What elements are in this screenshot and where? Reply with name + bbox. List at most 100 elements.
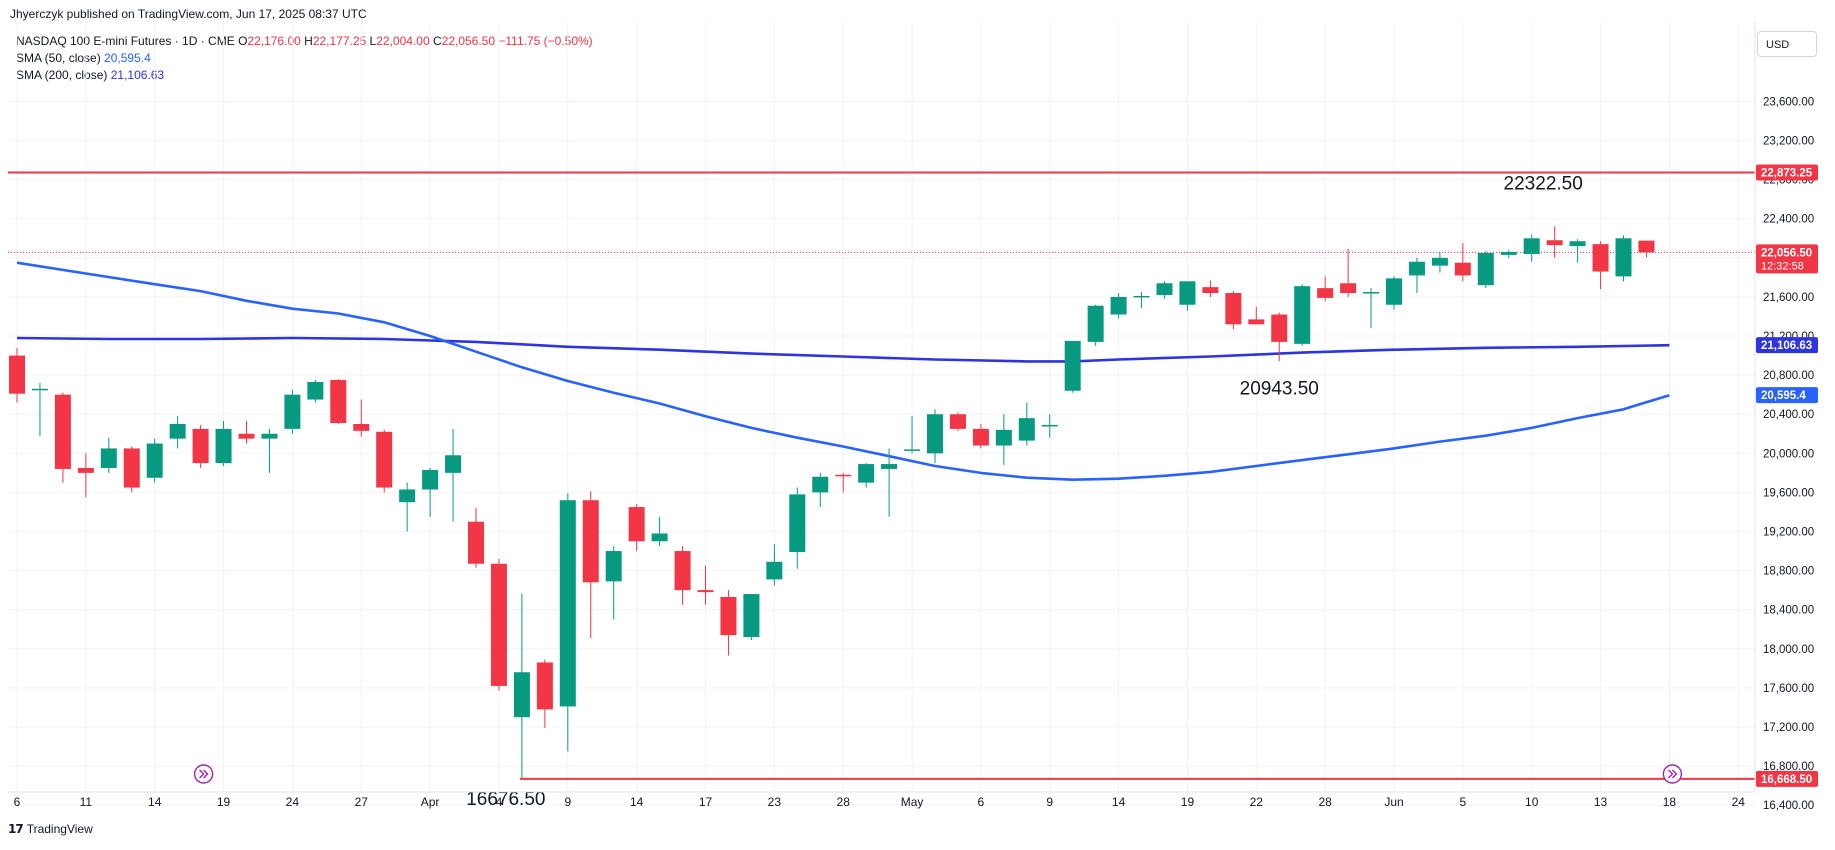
candle [513, 594, 530, 779]
y-tick-label: 22,400.00 [1763, 214, 1814, 226]
candle [1523, 234, 1540, 262]
candle-body [1523, 238, 1540, 254]
candle-body [1408, 261, 1425, 276]
candle-body [100, 448, 117, 468]
candle-body [858, 464, 875, 483]
candle-body [31, 388, 48, 391]
candle [169, 416, 186, 449]
footer-brand[interactable]: 𝟭𝟳 TradingView [8, 822, 93, 836]
candle-body [1340, 283, 1357, 294]
x-tick-label: 27 [355, 795, 369, 809]
y-tick-label: 17,200.00 [1763, 722, 1814, 734]
candle-body [1133, 295, 1150, 298]
candle [1225, 291, 1242, 330]
candle [353, 399, 370, 437]
x-tick-label: 17 [699, 795, 713, 809]
candle-body [972, 428, 989, 446]
candle-body [353, 423, 370, 431]
y-tick-label: 16,800.00 [1763, 761, 1814, 773]
event-marker-arrow [199, 769, 209, 779]
x-tick-label: 9 [564, 795, 571, 809]
candle [490, 558, 507, 691]
candle-body [1087, 305, 1104, 342]
event-marker-icon[interactable] [1662, 764, 1683, 784]
candle [949, 412, 966, 431]
currency-selector[interactable]: USD [1757, 31, 1817, 57]
brand-name: TradingView [26, 822, 93, 836]
candle [54, 392, 71, 483]
price-axis: 23,600.0023,200.0022,800.0022,400.0022,0… [1754, 22, 1814, 812]
candle-body [1386, 278, 1402, 305]
candle [1317, 276, 1334, 301]
candle [238, 421, 255, 444]
candle-body [1225, 293, 1242, 325]
y-tick-label: 20,000.00 [1763, 448, 1814, 460]
price-tag-bg [1756, 337, 1818, 354]
sma50-value: 20,595.4 [104, 51, 151, 65]
candle [1110, 293, 1127, 319]
candle [835, 472, 852, 493]
x-tick-label: 14 [630, 795, 644, 809]
candle-body [559, 500, 576, 707]
candle-body [628, 507, 645, 542]
candle [1431, 251, 1448, 273]
candle-body [1064, 340, 1081, 391]
candle-body [261, 433, 278, 439]
candle [1500, 250, 1517, 258]
candle [261, 428, 278, 473]
candle [468, 508, 484, 568]
instrument-name[interactable]: NASDAQ 100 E-mini Futures · 1D · CME [16, 34, 235, 48]
candle-body [1638, 240, 1655, 253]
candle-body [490, 563, 507, 686]
candle-body [376, 431, 393, 488]
x-tick-label: 28 [837, 795, 851, 809]
x-tick-label: 19 [217, 795, 231, 809]
candle-body [238, 433, 255, 439]
candle-body [307, 381, 324, 400]
candle-body [835, 474, 852, 477]
candle-body [513, 672, 530, 718]
x-tick-label: 9 [1046, 795, 1053, 809]
x-tick-label: 14 [148, 795, 162, 809]
candle [927, 409, 943, 464]
y-tick-label: 23,600.00 [1763, 96, 1814, 108]
x-tick-label: 24 [1732, 795, 1746, 809]
candle-body [927, 414, 943, 454]
sma50-row[interactable]: SMA (50, close) 20,595.4 [16, 50, 593, 67]
candle-body [330, 380, 347, 424]
sma200-row[interactable]: SMA (200, close) 21,106.63 [16, 67, 593, 84]
candle [77, 453, 94, 498]
candle [628, 504, 645, 552]
candle [215, 421, 232, 467]
candle [1615, 235, 1632, 282]
candle [881, 448, 898, 517]
candle [146, 438, 163, 483]
price-tag: 22,873.25 [1756, 164, 1818, 181]
candle [9, 347, 25, 403]
x-tick-label: 24 [286, 795, 300, 809]
candle [1386, 276, 1402, 310]
candle [559, 493, 576, 752]
candle-body [1317, 288, 1334, 298]
candle-body [123, 448, 140, 488]
candle [284, 389, 301, 434]
candle [766, 544, 783, 586]
candle-body [284, 394, 301, 429]
candle [1363, 288, 1380, 329]
candle [1546, 226, 1563, 258]
event-marker-icon[interactable] [193, 764, 214, 784]
candle [536, 659, 553, 728]
candle [582, 491, 599, 639]
candle-body [697, 590, 714, 593]
candle-body [1569, 241, 1586, 247]
candle-body [1248, 319, 1265, 325]
candle [1454, 243, 1471, 282]
x-tick-label: 18 [1663, 795, 1677, 809]
tradingview-logo-icon: 𝟭𝟳 [8, 822, 24, 836]
candle-body [146, 443, 163, 478]
x-tick-label: 11 [80, 795, 93, 809]
sma200-line [16, 336, 1670, 363]
candle-body [766, 561, 783, 580]
high-value: 22,177.25 [312, 34, 367, 48]
